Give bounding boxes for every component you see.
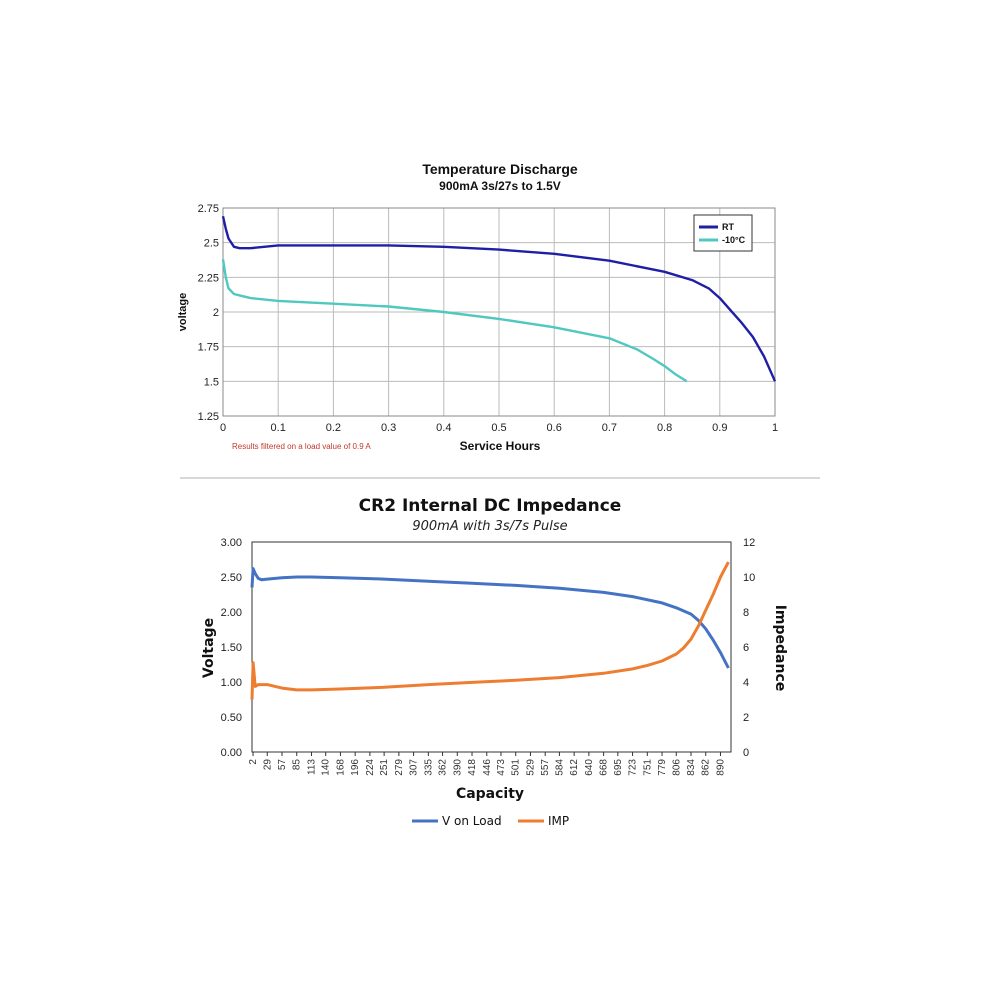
series-v-on-load-line bbox=[250, 567, 730, 669]
chart2-x-ticks: 2 29 57 85 113 140 168 196 224 251 279 307 335 362 390… bbox=[248, 752, 726, 776]
chart1-x-tick-label: 0.2 bbox=[326, 422, 341, 434]
chart2-y-tick-label: 0.50 bbox=[221, 712, 242, 724]
chart1-legend: RT -10°C bbox=[693, 214, 753, 252]
chart2-x-axis-label: Capacity bbox=[456, 786, 524, 802]
chart2-y2-tick-label: 0 bbox=[743, 747, 749, 759]
chart2-x-tick-label: 279 bbox=[394, 759, 405, 776]
chart1-y-tick-label: 2.75 bbox=[198, 203, 219, 215]
chart1-x-tick-label: 0.4 bbox=[436, 422, 451, 434]
chart2-y2-tick-label: 2 bbox=[743, 712, 749, 724]
chart2-x-tick-label: 307 bbox=[409, 759, 420, 776]
chart2-y-axis-label: Voltage bbox=[201, 618, 217, 678]
chart1-y-tick-label: 1.25 bbox=[198, 411, 219, 423]
chart2-x-tick-label: 473 bbox=[496, 759, 507, 776]
chart2-x-tick-label: 779 bbox=[657, 759, 668, 776]
chart2-y2-tick-label: 12 bbox=[743, 537, 755, 549]
chart1-x-ticks: 0 0.1 0.2 0.3 0.4 0.5 0.6 0.7 0.8 0.9 1 bbox=[220, 422, 778, 434]
chart2-x-tick-label: 640 bbox=[584, 759, 595, 776]
chart2-y-tick-label: 3.00 bbox=[221, 537, 242, 549]
chart1-y-axis-label: voltage bbox=[177, 293, 189, 332]
chart2-x-tick-label: 57 bbox=[277, 759, 288, 771]
chart2-y2-tick-label: 8 bbox=[743, 607, 749, 619]
series-imp-line bbox=[250, 561, 730, 700]
chart1-x-tick-label: 0.9 bbox=[712, 422, 727, 434]
chart2-subtitle: 900mA with 3s/7s Pulse bbox=[412, 519, 567, 534]
chart1-x-tick-label: 0.8 bbox=[657, 422, 672, 434]
chart2-x-tick-label: 168 bbox=[335, 759, 346, 776]
chart2-x-tick-label: 418 bbox=[467, 759, 478, 776]
chart2-series bbox=[250, 561, 730, 700]
chart2-x-tick-label: 113 bbox=[306, 759, 317, 775]
chart2-x-tick-label: 584 bbox=[554, 759, 565, 776]
chart2-legend: V on Load IMP bbox=[412, 814, 569, 828]
chart1-plot-area bbox=[222, 207, 776, 417]
chart1-x-tick-label: 0.5 bbox=[491, 422, 506, 434]
chart2-x-tick-label: 85 bbox=[292, 759, 303, 771]
chart2-y2-axis-label: Impedance bbox=[772, 605, 788, 692]
legend-cold-label: -10°C bbox=[722, 235, 746, 245]
chart2-x-tick-label: 2 bbox=[248, 759, 259, 765]
series-rt-line bbox=[221, 216, 777, 382]
chart1-x-tick-label: 0.7 bbox=[602, 422, 617, 434]
legend-imp-label: IMP bbox=[548, 814, 569, 828]
chart2-x-tick-label: 196 bbox=[350, 759, 361, 776]
chart2-x-tick-label: 806 bbox=[671, 759, 682, 776]
chart2-title: CR2 Internal DC Impedance bbox=[359, 496, 622, 516]
legend-v-on-load-label: V on Load bbox=[442, 814, 502, 828]
chart1-y-tick-label: 2 bbox=[213, 307, 219, 319]
chart2-x-tick-label: 862 bbox=[701, 759, 712, 776]
chart2-x-tick-label: 29 bbox=[262, 759, 273, 771]
chart2-y2-tick-label: 10 bbox=[743, 572, 755, 584]
chart2-x-tick-label: 362 bbox=[438, 759, 449, 776]
chart2-x-tick-label: 446 bbox=[482, 759, 493, 776]
chart2-x-tick-label: 557 bbox=[540, 759, 551, 776]
chart1-y-tick-label: 2.25 bbox=[198, 272, 219, 284]
chart1-x-tick-label: 0.6 bbox=[547, 422, 562, 434]
chart1-subtitle: 900mA 3s/27s to 1.5V bbox=[439, 179, 561, 193]
chart1-y-ticks: 2.75 2.5 2.25 2 1.75 1.5 1.25 bbox=[198, 203, 219, 423]
chart1-x-axis-label: Service Hours bbox=[460, 439, 541, 453]
chart2-y-tick-label: 2.00 bbox=[221, 607, 242, 619]
chart2-x-tick-label: 224 bbox=[365, 759, 376, 776]
chart-2: CR2 Internal DC Impedance 900mA with 3s/… bbox=[201, 496, 788, 828]
chart2-y-tick-label: 1.00 bbox=[221, 677, 242, 689]
chart1-series bbox=[221, 216, 777, 383]
chart2-y-tick-label: 0.00 bbox=[221, 747, 242, 759]
chart1-y-tick-label: 2.5 bbox=[204, 238, 219, 250]
chart-1: Temperature Discharge 900mA 3s/27s to 1.… bbox=[177, 161, 778, 453]
chart1-x-tick-label: 1 bbox=[772, 422, 778, 434]
chart2-x-tick-label: 612 bbox=[569, 759, 580, 776]
chart1-title: Temperature Discharge bbox=[422, 161, 578, 177]
chart2-x-tick-label: 751 bbox=[642, 759, 653, 776]
chart2-y2-ticks: 0 2 4 6 8 10 12 bbox=[743, 537, 755, 759]
chart2-y-tick-label: 1.50 bbox=[221, 642, 242, 654]
chart2-x-tick-label: 251 bbox=[379, 759, 390, 776]
chart2-x-tick-label: 723 bbox=[628, 759, 639, 776]
chart2-x-tick-label: 695 bbox=[613, 759, 624, 776]
chart2-x-tick-label: 668 bbox=[599, 759, 610, 776]
chart2-x-tick-label: 335 bbox=[423, 759, 434, 776]
chart2-y-tick-label: 2.50 bbox=[221, 572, 242, 584]
chart2-y-ticks: 0.00 0.50 1.00 1.50 2.00 2.50 3.00 bbox=[221, 537, 242, 759]
chart2-x-tick-label: 529 bbox=[525, 759, 536, 776]
chart1-annotation: Results filtered on a load value of 0.9 … bbox=[232, 442, 371, 451]
chart2-x-tick-label: 501 bbox=[511, 759, 522, 776]
chart1-y-tick-label: 1.75 bbox=[198, 342, 219, 354]
chart1-x-tick-label: 0.3 bbox=[381, 422, 396, 434]
chart2-y2-tick-label: 6 bbox=[743, 642, 749, 654]
chart1-x-tick-label: 0.1 bbox=[271, 422, 286, 434]
chart2-y2-tick-label: 4 bbox=[743, 677, 749, 689]
chart1-grid bbox=[222, 207, 776, 417]
chart1-y-tick-label: 1.5 bbox=[204, 376, 219, 388]
chart1-x-tick-label: 0 bbox=[220, 422, 226, 434]
chart2-x-tick-label: 890 bbox=[715, 759, 726, 776]
series-minus10c-line bbox=[221, 259, 688, 383]
legend-rt-label: RT bbox=[722, 222, 734, 232]
chart2-x-tick-label: 834 bbox=[686, 759, 697, 776]
chart2-x-tick-label: 390 bbox=[452, 759, 463, 776]
chart2-plot-area bbox=[251, 541, 732, 753]
chart1-legend-box bbox=[693, 214, 753, 252]
chart2-x-tick-label: 140 bbox=[321, 759, 332, 776]
